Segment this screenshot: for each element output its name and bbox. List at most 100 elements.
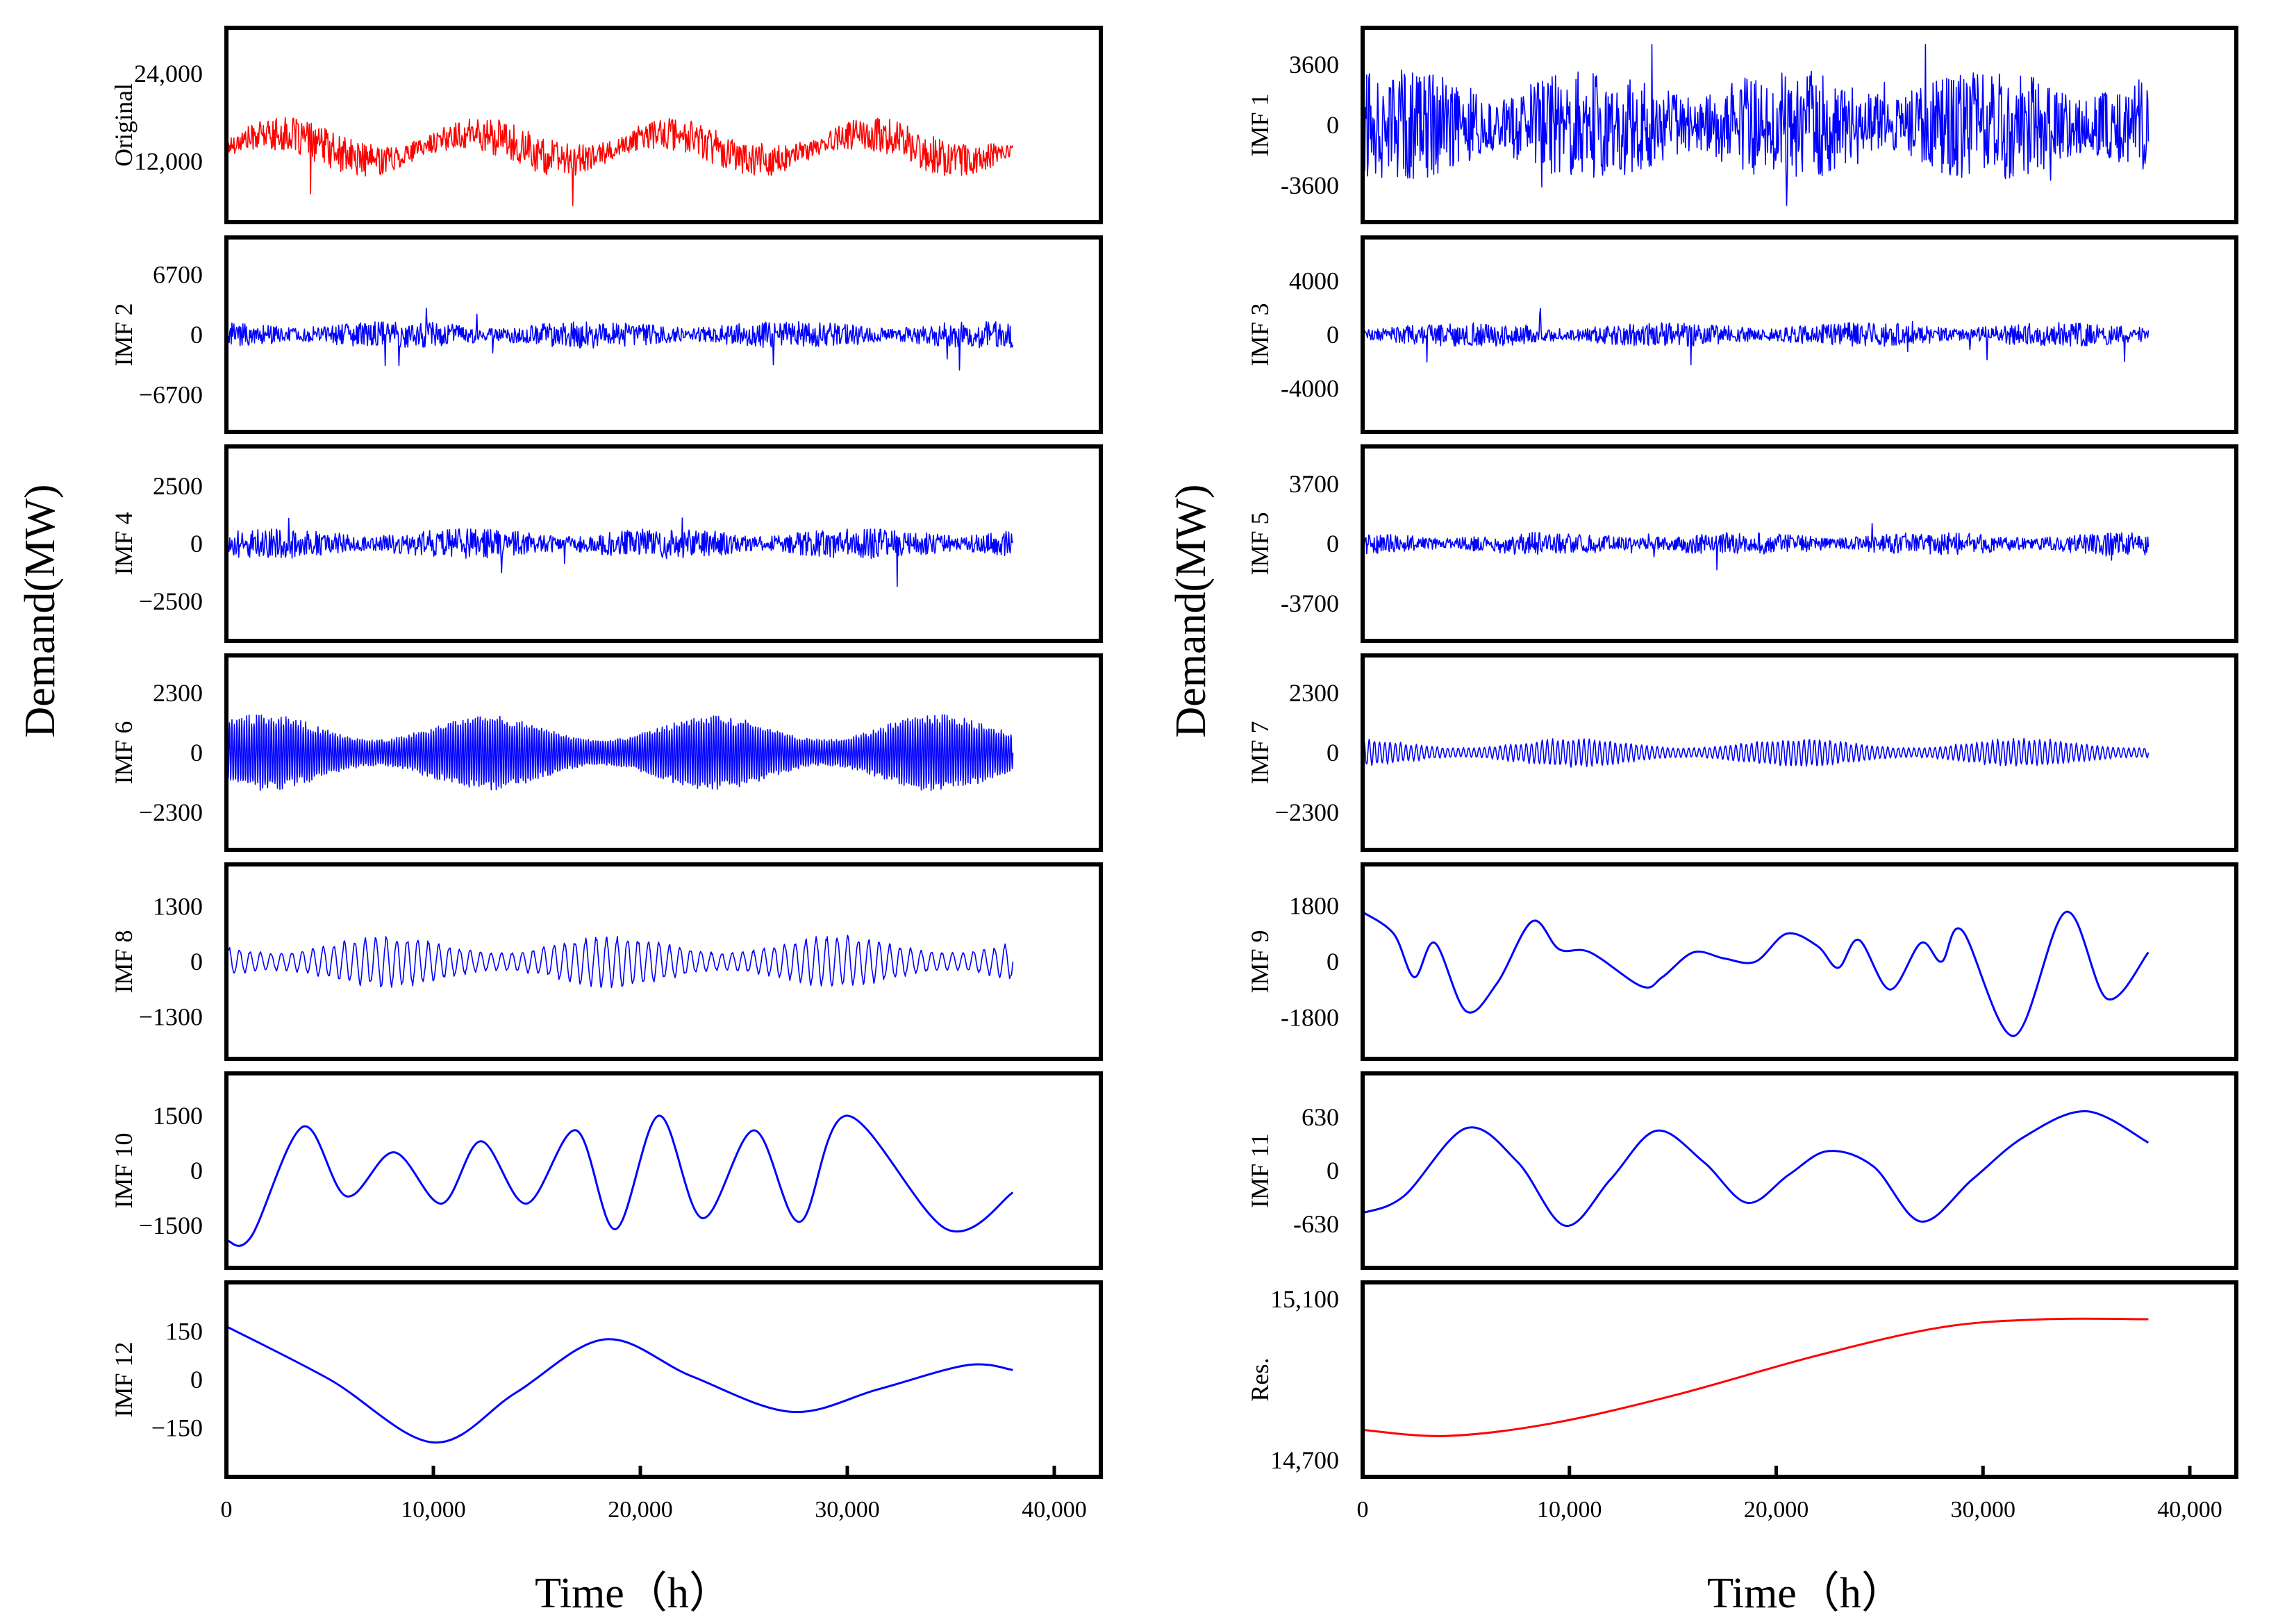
subplot-imf11: 630 0 -630 IMF 11 <box>1246 1071 2238 1270</box>
series-line <box>1362 1110 2150 1227</box>
subplot-frame <box>224 862 1103 1061</box>
ytick-label: 630 <box>1302 1103 1339 1131</box>
ytick-label: -630 <box>1293 1210 1339 1238</box>
subplot-ylabel: IMF 11 <box>1246 1133 1274 1208</box>
ytick-label: 15,100 <box>1270 1285 1339 1313</box>
subplot-ylabel: IMF 10 <box>110 1132 138 1208</box>
xtick-label: 10,000 <box>1537 1497 1602 1523</box>
left-y-axis-label: Demand(MW) <box>17 485 64 738</box>
subplot-frame <box>1361 862 2238 1061</box>
series-line <box>1362 911 2150 1037</box>
subplot-frame <box>224 444 1103 643</box>
ytick-label: 1300 <box>153 893 203 921</box>
ytick-label: −2300 <box>1275 798 1339 826</box>
subplot-ylabel: IMF 4 <box>110 512 138 575</box>
ytick-label: −1500 <box>139 1212 203 1239</box>
subplot-ylabel: IMF 7 <box>1246 721 1274 784</box>
ytick-label: 0 <box>190 739 203 767</box>
ytick-label: −2300 <box>139 798 203 826</box>
ytick-label: 2500 <box>153 472 203 500</box>
ytick-label: 0 <box>1327 948 1339 976</box>
ytick-label: 2300 <box>1289 679 1339 707</box>
subplot-frame <box>1361 235 2238 434</box>
series-line <box>1362 1317 2149 1437</box>
series-line <box>1362 737 2150 768</box>
subplot-ylabel: IMF 8 <box>110 930 138 993</box>
xtick-label: 40,000 <box>1022 1497 1087 1523</box>
ytick-label: -4000 <box>1281 374 1339 402</box>
ytick-label: 3700 <box>1289 470 1339 498</box>
ytick-label: 0 <box>1327 111 1339 139</box>
subplot-ylabel: IMF 6 <box>110 721 138 784</box>
ytick-label: -3600 <box>1281 171 1339 199</box>
ytick-label: 0 <box>190 321 203 349</box>
series-line <box>1362 523 2150 571</box>
xtick-label: 30,000 <box>1951 1497 2016 1523</box>
subplot-ylabel: IMF 1 <box>1246 93 1274 156</box>
subplot-frame <box>224 653 1103 852</box>
ytick-label: 1800 <box>1289 892 1339 920</box>
ytick-label: 0 <box>190 1366 203 1393</box>
ytick-label: 0 <box>190 1157 203 1184</box>
xtick-label: 30,000 <box>815 1497 880 1523</box>
ytick-label: −1300 <box>139 1003 203 1030</box>
ytick-label: 3600 <box>1289 51 1339 78</box>
subplot-ylabel: IMF 5 <box>1246 512 1274 575</box>
right-y-axis-label: Demand(MW) <box>1167 485 1215 738</box>
ytick-label: 1500 <box>153 1102 203 1130</box>
subplot-frame <box>224 1280 1103 1479</box>
xtick-label: 40,000 <box>2157 1497 2222 1523</box>
ytick-label: 4000 <box>1289 267 1339 295</box>
left-x-axis-label: Time（h） <box>535 1570 732 1617</box>
ytick-label: 14,700 <box>1270 1446 1339 1474</box>
xtick-label: 10,000 <box>401 1497 466 1523</box>
xtick-label: 20,000 <box>608 1497 673 1523</box>
series-line <box>226 935 1014 989</box>
right-x-axis-label: Time（h） <box>1707 1570 1904 1617</box>
subplot-frame <box>224 1071 1103 1270</box>
xtick-label: 0 <box>1357 1497 1369 1523</box>
series-line <box>226 517 1014 587</box>
subplot-frame <box>1361 1280 2238 1479</box>
subplot-frame <box>224 235 1103 434</box>
series-line <box>226 1114 1014 1247</box>
ytick-label: 0 <box>190 948 203 976</box>
subplot-ylabel: IMF 9 <box>1246 930 1274 993</box>
ytick-label: 0 <box>1327 530 1339 558</box>
ytick-label: 0 <box>1327 321 1339 349</box>
series-line <box>1362 44 2150 206</box>
subplot-res: 15,100 14,700 Res. 0 10,000 20,000 30,000 40,00… <box>1246 1280 2238 1523</box>
ytick-label: −150 <box>151 1414 203 1442</box>
xtick-label: 20,000 <box>1744 1497 1809 1523</box>
series-line <box>226 308 1014 371</box>
series-line <box>226 714 1014 792</box>
ytick-label: 6700 <box>153 261 203 289</box>
subplot-frame <box>1361 1071 2238 1270</box>
subplot-ylabel: Res. <box>1246 1358 1274 1402</box>
ytick-label: −2500 <box>139 587 203 615</box>
subplot-imf12: 150 0 −150 IMF 12 0 10,000 20,000 30,000 40,000 <box>110 1280 1103 1523</box>
series-line <box>226 117 1014 206</box>
subplot-frame <box>1361 444 2238 643</box>
subplot-ylabel: IMF 12 <box>110 1341 138 1417</box>
xtick-label: 0 <box>221 1497 233 1523</box>
ytick-label: 12,000 <box>134 148 203 176</box>
ytick-label: −6700 <box>139 380 203 408</box>
ytick-label: 0 <box>1327 1157 1339 1184</box>
ytick-label: 24,000 <box>134 60 203 87</box>
subplot-frame <box>1361 653 2238 852</box>
ytick-label: -3700 <box>1281 589 1339 617</box>
subplot-frame <box>224 26 1103 224</box>
ytick-label: 150 <box>165 1317 203 1345</box>
